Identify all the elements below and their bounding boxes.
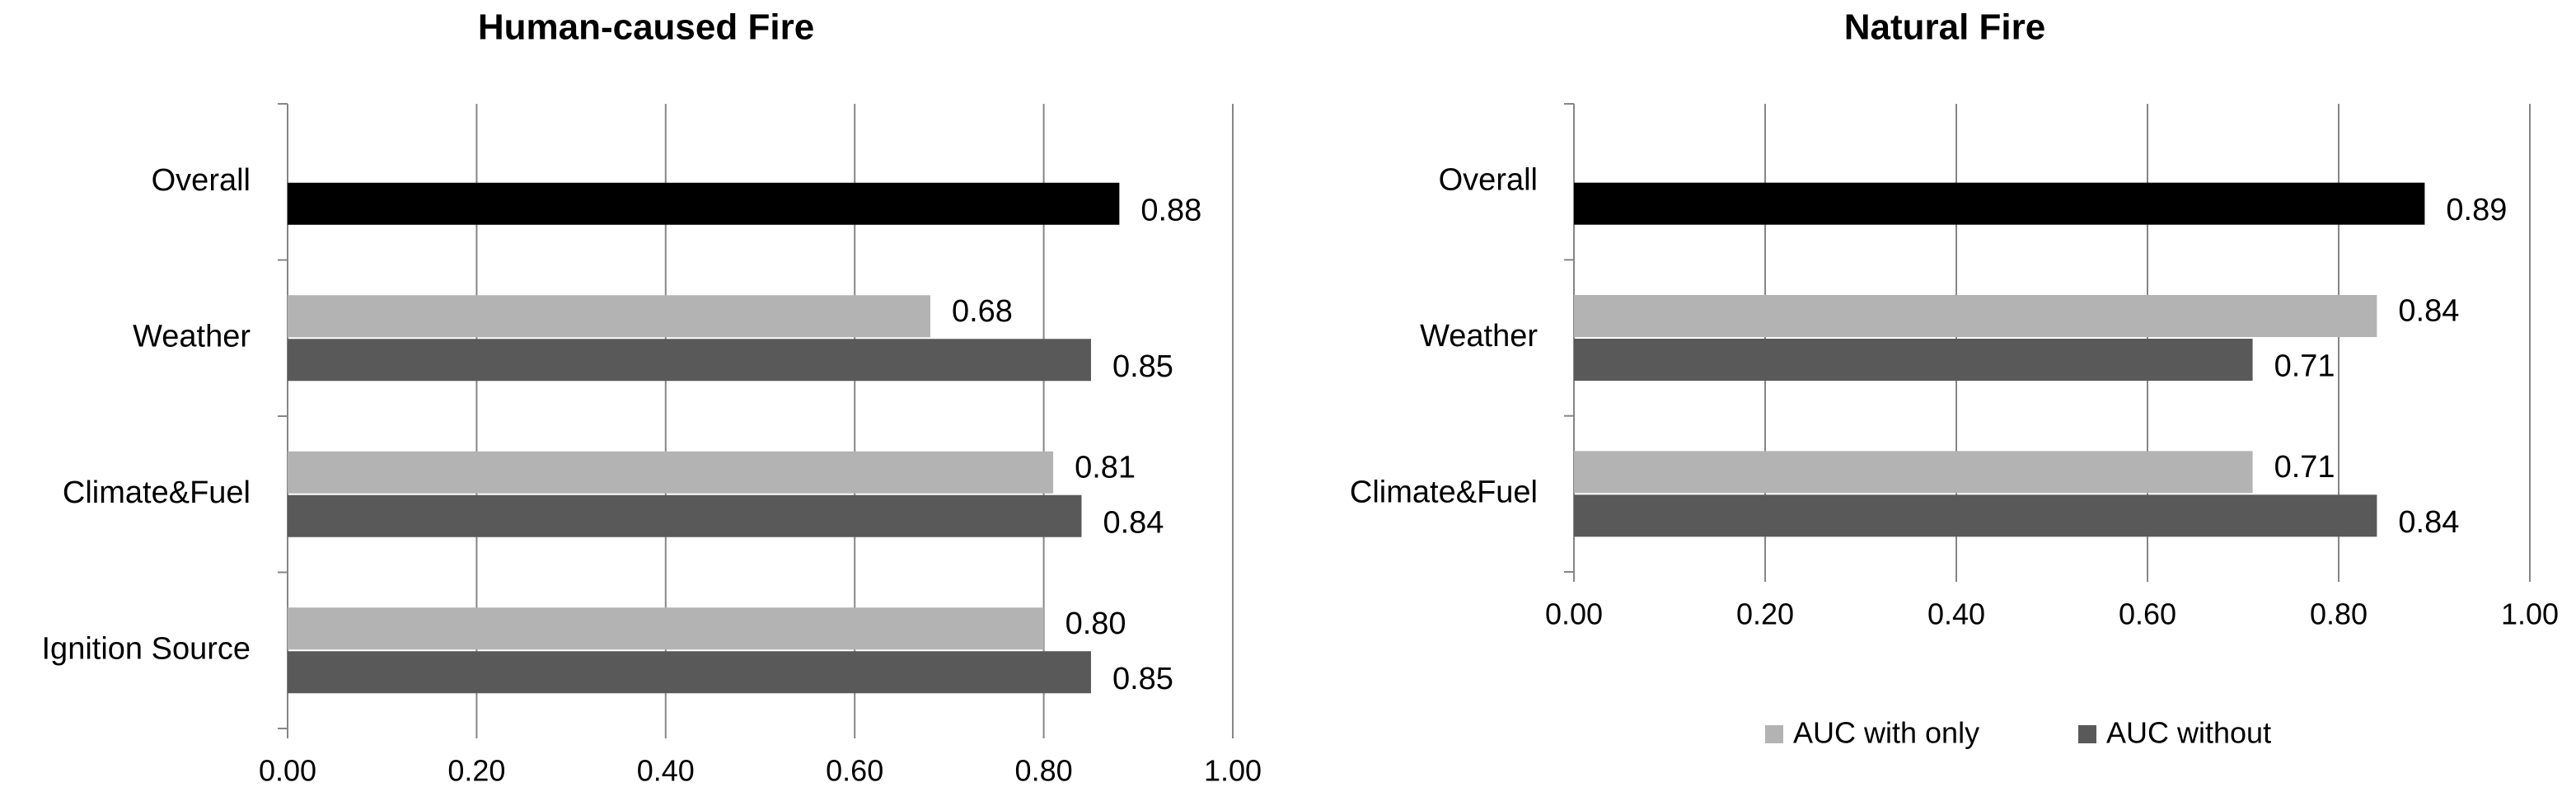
value-label: 0.84 (2398, 505, 2459, 540)
value-label: 0.85 (1112, 662, 1173, 696)
bar (1574, 451, 2253, 494)
category-label: Weather (133, 319, 251, 354)
value-label: 0.81 (1075, 450, 1136, 485)
bar (1574, 182, 2425, 225)
x-tick-label: 0.80 (2310, 597, 2368, 631)
value-label: 0.68 (952, 294, 1013, 329)
x-tick-label: 1.00 (1204, 754, 1262, 788)
category-label: Overall (1439, 163, 1538, 198)
x-tick-label: 0.00 (259, 754, 316, 788)
category-label: Weather (1420, 319, 1538, 354)
category-label: Climate&Fuel (1350, 475, 1538, 509)
legend-swatch (1765, 725, 1783, 743)
x-tick-label: 0.20 (447, 754, 505, 788)
category-label: Ignition Source (42, 631, 251, 666)
bar (1574, 295, 2377, 337)
category-label: Climate&Fuel (63, 475, 251, 510)
value-label: 0.84 (2398, 294, 2459, 329)
x-tick-label: 0.20 (1736, 597, 1794, 631)
x-tick-label: 0.00 (1545, 597, 1603, 631)
bar (288, 182, 1120, 225)
legend-label: AUC with only (1793, 716, 1979, 750)
value-label: 0.88 (1140, 193, 1201, 227)
bar (1574, 339, 2253, 381)
x-tick-label: 0.40 (637, 754, 695, 788)
value-label: 0.84 (1103, 505, 1164, 540)
x-tick-label: 0.60 (2119, 597, 2176, 631)
value-label: 0.89 (2446, 193, 2507, 227)
x-tick-label: 0.60 (826, 754, 883, 788)
bar (288, 494, 1082, 537)
value-label: 0.80 (1066, 607, 1126, 641)
value-label: 0.71 (2274, 450, 2335, 485)
chart-title: Natural Fire (1844, 7, 2046, 48)
bar (288, 607, 1044, 650)
bar (288, 651, 1091, 694)
legend-swatch (2078, 725, 2096, 743)
bar (288, 451, 1054, 494)
x-tick-label: 1.00 (2501, 597, 2559, 631)
x-tick-label: 0.40 (1927, 597, 1985, 631)
category-label: Overall (152, 163, 251, 198)
legend-label: AUC without (2106, 716, 2271, 750)
bar (1574, 494, 2377, 537)
bar (288, 295, 930, 338)
chart-title: Human-caused Fire (478, 7, 814, 48)
x-tick-label: 0.80 (1015, 754, 1073, 788)
value-label: 0.71 (2274, 349, 2335, 384)
value-label: 0.85 (1112, 349, 1173, 384)
bar (288, 339, 1091, 382)
